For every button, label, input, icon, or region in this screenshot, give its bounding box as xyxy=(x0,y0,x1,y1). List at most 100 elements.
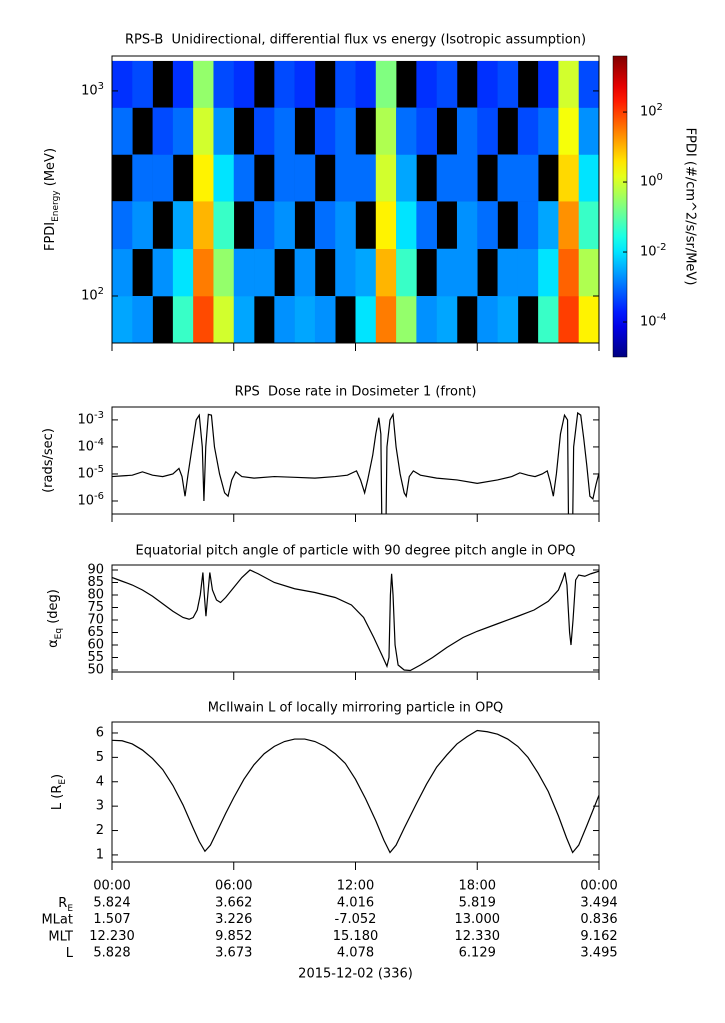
heatmap-cell xyxy=(152,248,174,297)
time-label: 00:00 xyxy=(93,879,130,894)
y-axis-label-sub: Energy xyxy=(51,190,61,222)
heatmap-cell xyxy=(375,107,397,155)
time-label: 00:00 xyxy=(580,879,617,894)
ephemeris-row-label-main: MLT xyxy=(48,929,73,944)
heatmap-cell xyxy=(497,154,519,202)
ephemeris-value: 3.226 xyxy=(215,912,252,927)
heatmap-cell xyxy=(558,154,580,202)
y-tick-label: 65 xyxy=(87,625,104,640)
y-axis-label-main: (rads/sec) xyxy=(41,428,56,493)
heatmap-cell xyxy=(112,248,133,297)
heatmap-cell xyxy=(112,201,133,250)
heatmap-cell xyxy=(477,296,498,343)
ephemeris-row-label-main: L xyxy=(66,946,74,961)
heatmap-cell xyxy=(517,201,539,250)
plot-frame xyxy=(111,406,600,515)
plot-frame xyxy=(111,721,600,863)
y-axis-label-sub: E xyxy=(58,779,68,785)
heatmap-cell xyxy=(538,107,559,155)
heatmap-cell xyxy=(578,248,599,297)
heatmap-cell xyxy=(355,60,377,108)
ephemeris-value: 5.828 xyxy=(93,946,130,961)
heatmap-cell xyxy=(558,201,580,250)
heatmap-cell xyxy=(132,154,153,202)
ephemeris-value: -7.052 xyxy=(335,912,377,927)
heatmap-cell xyxy=(213,154,235,202)
heatmap-cell xyxy=(233,60,255,108)
ephemeris-value: 5.819 xyxy=(459,896,496,911)
y-axis-label-sub: Eq xyxy=(54,628,64,639)
ephemeris-value: 3.494 xyxy=(580,896,617,911)
ephemeris-value: 15.180 xyxy=(333,929,379,944)
heatmap-cell xyxy=(132,201,153,250)
heatmap-cell xyxy=(396,154,417,202)
heatmap-cell xyxy=(396,107,417,155)
y-axis-label-main: α xyxy=(46,639,61,648)
heatmap-cell xyxy=(193,60,214,108)
y-tick-label: 10-6 xyxy=(77,490,104,508)
colorbar-tick-label: 102 xyxy=(640,102,663,120)
heatmap-cell xyxy=(578,154,599,202)
heatmap-cell xyxy=(436,248,458,297)
heatmap-cell xyxy=(436,296,458,343)
heatmap-cell xyxy=(396,296,417,343)
heatmap-cell xyxy=(193,296,214,343)
heatmap-cell xyxy=(152,107,174,155)
time-label: 18:00 xyxy=(459,879,496,894)
ephemeris-value: 3.662 xyxy=(215,896,252,911)
ephemeris-row-label-main: MLat xyxy=(41,912,73,927)
y-tick-label: 5 xyxy=(96,750,104,765)
panel-title: RPS Dose rate in Dosimeter 1 (front) xyxy=(235,385,477,400)
heatmap-cell xyxy=(213,60,235,108)
ephemeris-row-label: MLat xyxy=(41,912,73,927)
colorbar-tick-label: 100 xyxy=(640,172,663,190)
heatmap-cell xyxy=(172,248,194,297)
heatmap-cell xyxy=(172,296,194,343)
heatmap-cell xyxy=(375,60,397,108)
heatmap-cell xyxy=(538,60,559,108)
heatmap-cell xyxy=(456,201,478,250)
heatmap-cell xyxy=(213,248,235,297)
ephemeris-value: 0.836 xyxy=(580,912,617,927)
heatmap-cell xyxy=(254,201,275,250)
date-label: 2015-12-02 (336) xyxy=(298,967,413,982)
heatmap-cell xyxy=(375,201,397,250)
y-axis-label: L (RE) xyxy=(50,774,68,810)
heatmap-cell xyxy=(578,60,599,108)
heatmap-cell xyxy=(396,201,417,250)
ephemeris-value: 9.162 xyxy=(580,929,617,944)
y-tick-label: 60 xyxy=(87,638,104,653)
heatmap-cell xyxy=(314,201,336,250)
heatmap-cell xyxy=(497,296,519,343)
y-tick-label: 10-3 xyxy=(77,409,104,427)
ephemeris-row-label: RE xyxy=(58,896,73,914)
heatmap-cell xyxy=(112,60,133,108)
heatmap-cell xyxy=(335,248,356,297)
heatmap-cell xyxy=(456,107,478,155)
heatmap-cell xyxy=(213,107,235,155)
heatmap-cell xyxy=(112,107,133,155)
ephemeris-row-label: MLT xyxy=(48,929,73,944)
heatmap-cell xyxy=(172,107,194,155)
y-axis-label: FPDIEnergy (MeV) xyxy=(43,148,61,251)
heatmap-cell xyxy=(416,60,437,108)
y-axis-label: (rads/sec) xyxy=(41,428,56,493)
heatmap-cell xyxy=(477,107,498,155)
heatmap-cell xyxy=(375,154,397,202)
heatmap-cell xyxy=(538,248,559,297)
ephemeris-value: 12.230 xyxy=(89,929,135,944)
y-axis-label: αEq (deg) xyxy=(46,589,64,648)
heatmap-cell xyxy=(517,154,539,202)
heatmap-cell xyxy=(294,60,316,108)
heatmap-cell xyxy=(335,60,356,108)
heatmap-cell xyxy=(274,60,295,108)
colorbar-label: FPDI (#/cm^2/s/sr/MeV) xyxy=(683,128,698,286)
y-tick-label: 1 xyxy=(96,847,104,862)
ephemeris-value: 4.016 xyxy=(337,896,374,911)
heatmap-cell xyxy=(172,60,194,108)
heatmap-cell xyxy=(416,201,437,250)
heatmap-cell xyxy=(538,296,559,343)
heatmap-cell xyxy=(193,248,214,297)
ephemeris-value: 1.507 xyxy=(93,912,130,927)
